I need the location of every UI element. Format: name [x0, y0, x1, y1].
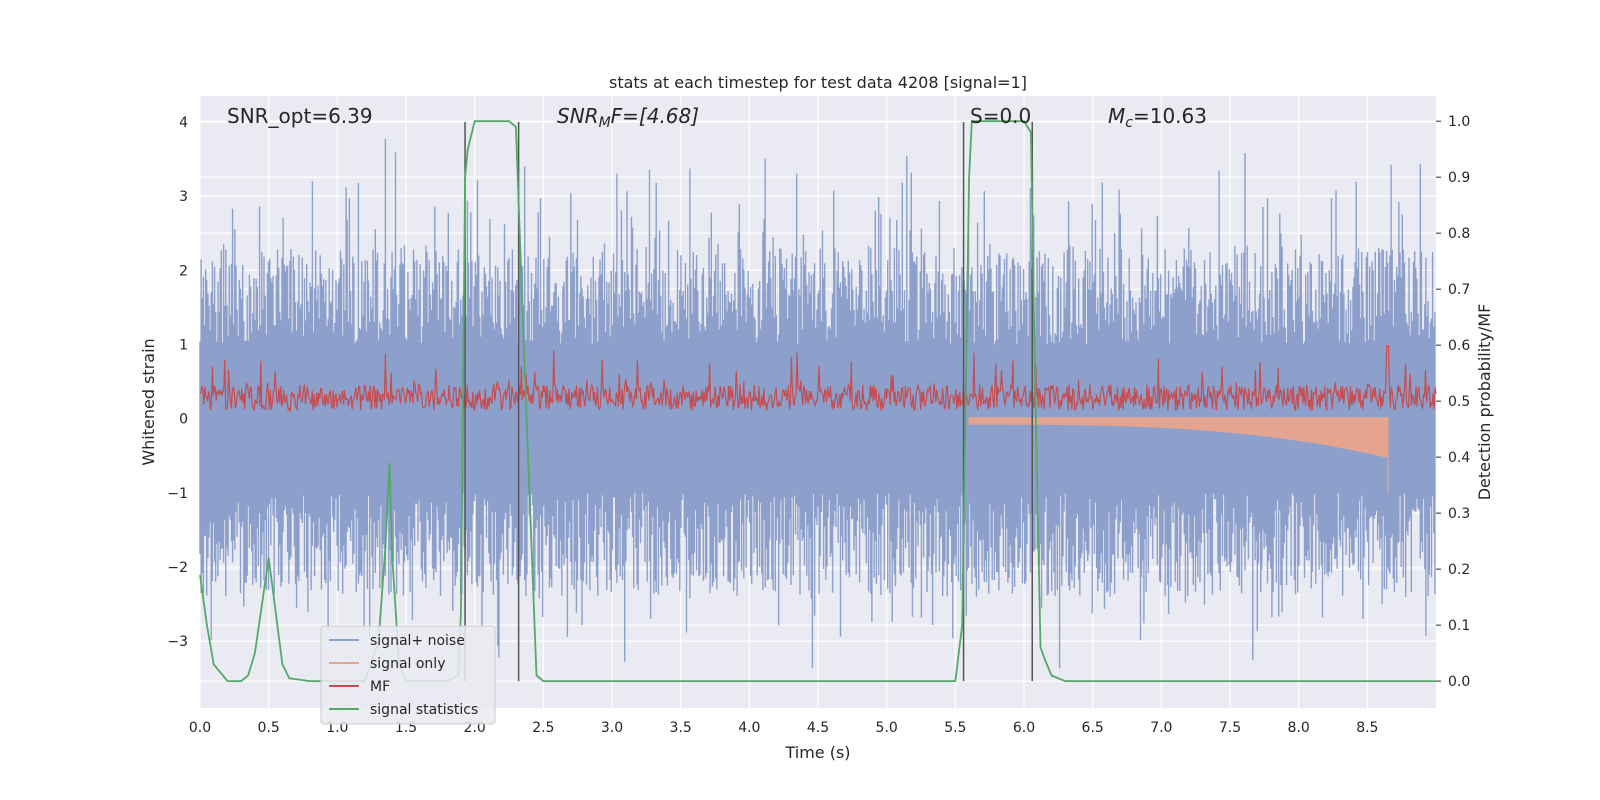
- mf-series: [199, 345, 1437, 413]
- y-axis-label: Whitened strain: [139, 338, 158, 465]
- x-tick-label: 0.5: [258, 720, 280, 736]
- mf-line: [199, 345, 1437, 413]
- signal-only-series: [968, 417, 1389, 493]
- annotation-snr-mf-main: SNR: [557, 104, 599, 128]
- x-tick-label: 6.0: [1013, 720, 1035, 736]
- annotation-mc-sub: c: [1125, 115, 1133, 131]
- x-tick-label: 5.5: [944, 720, 966, 736]
- y-right-tick-label: 0.1: [1448, 618, 1470, 634]
- legend-label-signal-statistics: signal statistics: [370, 702, 478, 718]
- x-tick-label: 7.5: [1219, 720, 1241, 736]
- ticks: 0.0 0.5 1.0 1.5 2.0 2.5 3.0 3.5 4.0 4.5 5.0 5.5 6.0 6…: [167, 114, 1470, 736]
- x-tick-label: 3.5: [670, 720, 692, 736]
- x-tick-label: 8.5: [1356, 720, 1378, 736]
- y-right-tick-label: 0.2: [1448, 562, 1470, 578]
- legend-box: [320, 625, 496, 725]
- y-right-tick-label: 0.9: [1448, 170, 1470, 186]
- annotation-snr-mf-sub: M: [599, 115, 611, 131]
- x-tick-label: 7.0: [1150, 720, 1172, 736]
- y-right-tick-label: 0.3: [1448, 506, 1470, 522]
- annotation-s-stat: S=0.0: [970, 104, 1031, 128]
- y-tick-label: 4: [179, 115, 188, 131]
- x-tick-label: 6.5: [1082, 720, 1104, 736]
- x-tick-label: 3.0: [601, 720, 623, 736]
- chart-title: stats at each timestep for test data 420…: [609, 73, 1027, 92]
- x-tick-label: 4.0: [738, 720, 760, 736]
- y-right-tick-label: 0.4: [1448, 450, 1470, 466]
- signal-statistics-series: [199, 120, 1436, 682]
- x-tick-label: 8.0: [1288, 720, 1310, 736]
- y-right-tick-label: 0.0: [1448, 674, 1470, 690]
- legend: signal+ noise signal only MF signal stat…: [320, 625, 496, 725]
- y-tick-label: 3: [179, 189, 188, 205]
- y-axis-label-right: Detection probability/MF: [1475, 304, 1494, 501]
- x-tick-label: 0.0: [189, 720, 211, 736]
- y-tick-label: −3: [167, 634, 188, 650]
- y-tick-label: 2: [179, 263, 188, 279]
- annotation-snr-mf-rest: F=[4.68]: [611, 104, 699, 128]
- y-right-tick-label: 0.7: [1448, 282, 1470, 298]
- y-right-tick-label: 0.5: [1448, 394, 1470, 410]
- y-tick-label: 0: [179, 412, 188, 428]
- x-axis-label: Time (s): [784, 743, 850, 762]
- y-right-tick-label: 1.0: [1448, 114, 1470, 130]
- x-tick-label: 4.5: [807, 720, 829, 736]
- annotation-snr-opt: SNR_opt=6.39: [227, 104, 373, 128]
- y-tick-label: −2: [167, 560, 188, 576]
- y-tick-label: 1: [179, 338, 188, 354]
- y-right-tick-label: 0.8: [1448, 226, 1470, 242]
- y-right-tick-label: 0.6: [1448, 338, 1470, 354]
- x-tick-label: 2.5: [532, 720, 554, 736]
- signal-statistics-line: [199, 120, 1436, 682]
- annotation-mc-main: M: [1108, 104, 1125, 128]
- legend-label-signal-noise: signal+ noise: [370, 633, 465, 649]
- legend-label-signal-only: signal only: [370, 656, 445, 672]
- annotation-mc-rest: =10.63: [1133, 104, 1207, 128]
- y-tick-label: −1: [167, 486, 188, 502]
- x-tick-label: 5.0: [876, 720, 898, 736]
- signal-only-line: [968, 417, 1389, 493]
- annotation-mc: Mc=10.63: [1108, 104, 1207, 131]
- annotation-snr-mf: SNRMF=[4.68]: [557, 104, 699, 131]
- legend-label-mf: MF: [370, 679, 390, 695]
